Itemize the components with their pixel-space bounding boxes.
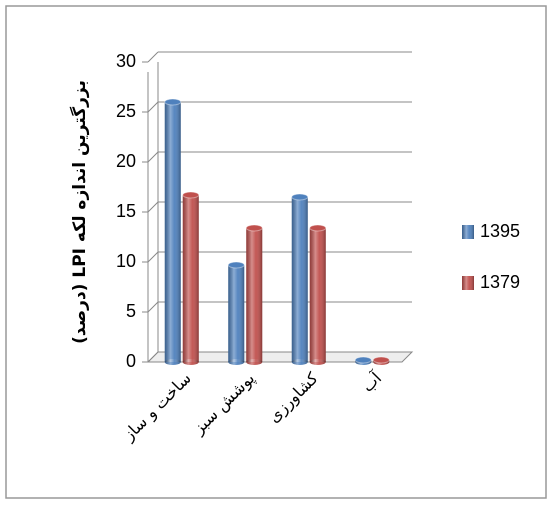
bar-cap — [245, 224, 263, 232]
bar-base-shade — [182, 359, 199, 365]
y-tick-label: 15 — [116, 201, 136, 221]
bar-shade — [246, 228, 263, 362]
grid-depth — [147, 101, 159, 113]
bar-cap — [164, 98, 182, 106]
bar — [291, 193, 309, 365]
grid-depth — [147, 51, 159, 63]
grid-depth — [147, 301, 159, 313]
bar-shade — [182, 195, 199, 362]
y-axis-title: بزرگترین اندازه لکه LPI (درصد) — [69, 80, 90, 344]
bar — [372, 356, 390, 365]
legend-label: 1379 — [480, 272, 520, 292]
bar-cap — [354, 356, 372, 364]
bar-base-shade — [291, 359, 308, 365]
y-tick-label: 10 — [116, 251, 136, 271]
grid-depth — [147, 201, 159, 213]
bar-base-shade — [164, 359, 181, 365]
y-tick-label: 25 — [116, 101, 136, 121]
grid-depth — [147, 151, 159, 163]
bar — [182, 191, 200, 365]
bar-cap — [309, 224, 327, 232]
bar-cap — [182, 191, 200, 199]
bar-cap — [372, 356, 390, 364]
bar — [309, 224, 327, 365]
bar-base-shade — [309, 359, 326, 365]
legend-swatch-shade — [462, 276, 474, 290]
legend-label: 1395 — [480, 221, 520, 241]
y-tick-label: 0 — [126, 351, 136, 371]
bar-shade — [164, 102, 181, 362]
legend-swatch-shade — [462, 225, 474, 239]
y-tick-label: 5 — [126, 301, 136, 321]
bar — [164, 98, 182, 365]
bar-cap — [291, 193, 309, 201]
y-tick-label: 20 — [116, 151, 136, 171]
bar-shade — [291, 197, 308, 362]
y-tick-label: 30 — [116, 51, 136, 71]
grid-depth — [147, 251, 159, 263]
bar-shade — [309, 228, 326, 362]
bar-base-shade — [228, 359, 245, 365]
bar-cap — [227, 261, 245, 269]
bar — [227, 261, 245, 365]
grid-depth — [147, 351, 159, 363]
bar — [354, 356, 372, 365]
bar-base-shade — [246, 359, 263, 365]
bar-shade — [228, 265, 245, 362]
bar — [245, 224, 263, 365]
